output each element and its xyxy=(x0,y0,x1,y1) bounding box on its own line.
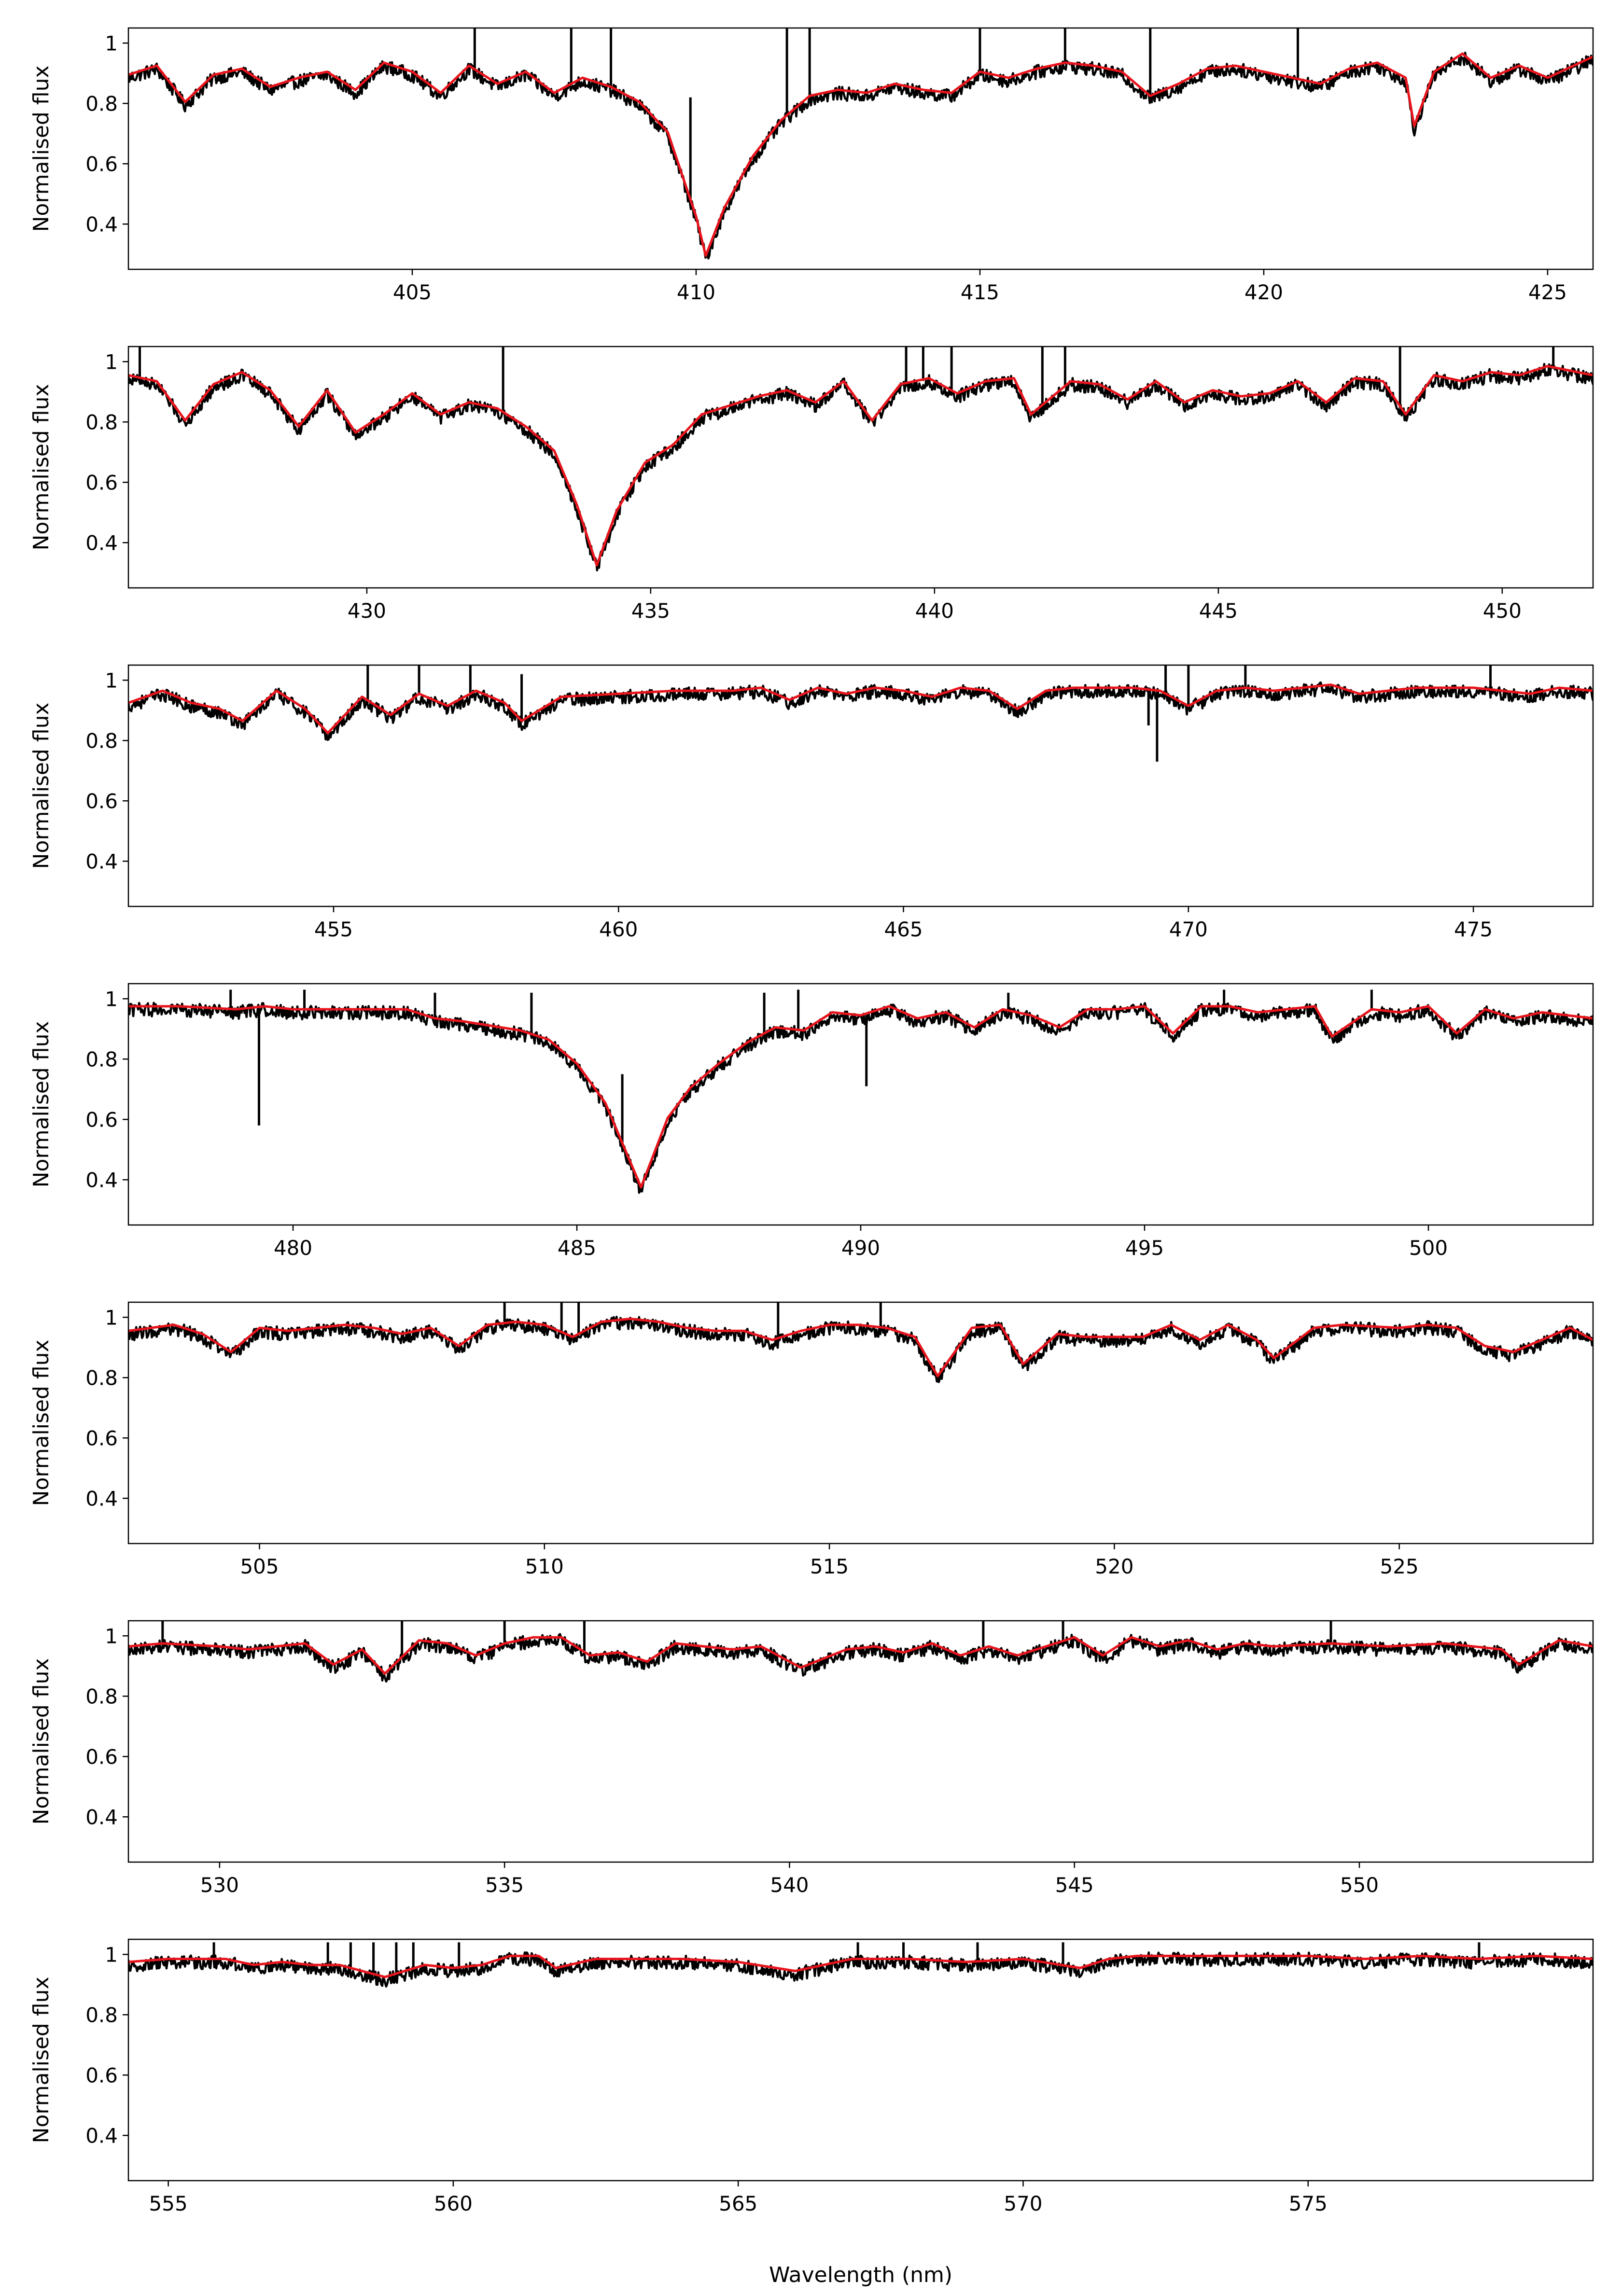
model-spectrum-line xyxy=(128,52,1593,257)
y-tick-label: 1 xyxy=(105,1306,118,1329)
x-tick-label: 575 xyxy=(1289,2192,1328,2215)
x-tick-label: 415 xyxy=(961,280,999,304)
observed-spectrum-line xyxy=(128,1002,1593,1194)
x-tick-label: 465 xyxy=(884,918,923,941)
x-tick-label: 475 xyxy=(1454,918,1493,941)
x-tick-label: 470 xyxy=(1169,918,1208,941)
axes-frame xyxy=(127,1301,1594,1545)
y-tick-label: 0.6 xyxy=(85,1426,118,1450)
x-tick-label: 545 xyxy=(1055,1873,1094,1897)
observed-spectrum-line xyxy=(128,52,1593,260)
y-axis-label: Normalised flux xyxy=(29,66,54,232)
x-tick-label: 510 xyxy=(525,1555,564,1578)
x-tick-label: 500 xyxy=(1409,1236,1448,1260)
x-tick-label: 540 xyxy=(770,1873,809,1897)
y-tick-label: 1 xyxy=(105,1624,118,1648)
y-tick-label: 0.4 xyxy=(85,212,118,236)
y-tick-label: 0.8 xyxy=(85,92,118,115)
model-spectrum-line xyxy=(128,1954,1593,1978)
spectrum-panel-2: 0.4 0.6 0.8 1 430 435 440 445 450 Normalised flux xyxy=(29,346,1594,623)
spectrum-panel-7: 0.4 0.6 0.8 1 555 560 565 570 575 Normalised flux xyxy=(29,1938,1594,2215)
observed-spectrum-line xyxy=(128,362,1593,571)
x-tick-label: 565 xyxy=(719,2192,757,2215)
y-tick-label: 0.8 xyxy=(85,729,118,752)
y-axis-label: Normalised flux xyxy=(29,703,54,869)
axes-frame xyxy=(127,983,1594,1226)
y-tick-label: 0.4 xyxy=(85,1168,118,1192)
x-tick-label: 450 xyxy=(1483,599,1522,623)
y-tick-label: 0.4 xyxy=(85,1805,118,1829)
x-tick-label: 570 xyxy=(1004,2192,1042,2215)
model-spectrum-line xyxy=(128,365,1593,567)
spectrum-panel-5: 0.4 0.6 0.8 1 505 510 515 520 525 Normalised flux xyxy=(29,1301,1594,1578)
y-tick-label: 0.8 xyxy=(85,1684,118,1708)
y-tick-label: 0.6 xyxy=(85,789,118,813)
x-tick-label: 515 xyxy=(810,1555,849,1578)
y-axis-label: Normalised flux xyxy=(29,1658,54,1825)
y-tick-label: 1 xyxy=(105,350,118,374)
x-tick-label: 550 xyxy=(1340,1873,1379,1897)
y-tick-label: 0.6 xyxy=(85,1745,118,1768)
axes-frame xyxy=(127,27,1594,270)
y-tick-label: 0.8 xyxy=(85,2003,118,2027)
x-tick-label: 410 xyxy=(677,280,715,304)
y-axis-label: Normalised flux xyxy=(29,1340,54,1506)
y-tick-label: 0.6 xyxy=(85,152,118,176)
x-tick-label: 440 xyxy=(915,599,954,623)
y-tick-label: 1 xyxy=(105,668,118,692)
y-tick-label: 0.6 xyxy=(85,471,118,494)
x-tick-label: 535 xyxy=(485,1873,524,1897)
y-tick-label: 1 xyxy=(105,31,118,55)
axes-frame xyxy=(127,346,1594,589)
model-spectrum-line xyxy=(128,1317,1593,1378)
y-tick-label: 0.4 xyxy=(85,1487,118,1510)
x-tick-label: 530 xyxy=(200,1873,239,1897)
model-spectrum-line xyxy=(128,683,1593,735)
x-tick-label: 435 xyxy=(631,599,670,623)
y-tick-label: 1 xyxy=(105,987,118,1011)
axes-frame xyxy=(127,664,1594,907)
x-tick-label: 425 xyxy=(1528,280,1567,304)
x-tick-label: 445 xyxy=(1199,599,1238,623)
x-tick-label: 455 xyxy=(314,918,353,941)
y-tick-label: 0.8 xyxy=(85,1047,118,1071)
y-tick-label: 0.8 xyxy=(85,1366,118,1390)
spectrum-panel-6: 0.4 0.6 0.8 1 530 535 540 545 550 Normalised flux xyxy=(29,1620,1594,1897)
y-axis-label: Normalised flux xyxy=(29,1021,54,1188)
x-tick-label: 495 xyxy=(1125,1236,1164,1260)
spectrum-panel-3: 0.4 0.6 0.8 1 455 460 465 470 475 Normalised flux xyxy=(29,664,1594,941)
observed-spectrum-line xyxy=(128,1951,1593,1988)
y-tick-label: 0.6 xyxy=(85,1108,118,1131)
y-tick-label: 1 xyxy=(105,1943,118,1966)
spectrum-panel-1: 0.4 0.6 0.8 1 405 410 415 420 425 Normalised flux xyxy=(29,27,1594,304)
x-tick-label: 525 xyxy=(1380,1555,1419,1578)
y-axis-label: Normalised flux xyxy=(29,1977,54,2143)
x-tick-label: 405 xyxy=(393,280,432,304)
x-tick-label: 505 xyxy=(240,1555,279,1578)
y-tick-label: 0.8 xyxy=(85,410,118,434)
axes-frame xyxy=(127,1938,1594,2182)
model-spectrum-line xyxy=(128,1005,1593,1189)
figure-x-axis-label: Wavelength (nm) xyxy=(769,2263,952,2287)
axes-frame xyxy=(127,1620,1594,1863)
x-tick-label: 420 xyxy=(1244,280,1283,304)
y-tick-label: 0.4 xyxy=(85,531,118,555)
y-tick-label: 0.6 xyxy=(85,2063,118,2087)
y-tick-label: 0.4 xyxy=(85,849,118,873)
x-tick-label: 460 xyxy=(599,918,638,941)
x-tick-label: 480 xyxy=(274,1236,312,1260)
y-tick-label: 0.4 xyxy=(85,2124,118,2147)
x-tick-label: 520 xyxy=(1095,1555,1133,1578)
x-tick-label: 560 xyxy=(434,2192,473,2215)
x-tick-label: 485 xyxy=(558,1236,596,1260)
y-axis-label: Normalised flux xyxy=(29,384,54,551)
spectrum-panel-4: 0.4 0.6 0.8 1 480 485 490 495 500 Normalised flux xyxy=(29,983,1594,1260)
x-tick-label: 430 xyxy=(348,599,386,623)
model-spectrum-line xyxy=(128,1636,1593,1675)
x-tick-label: 490 xyxy=(841,1236,880,1260)
x-tick-label: 555 xyxy=(149,2192,188,2215)
